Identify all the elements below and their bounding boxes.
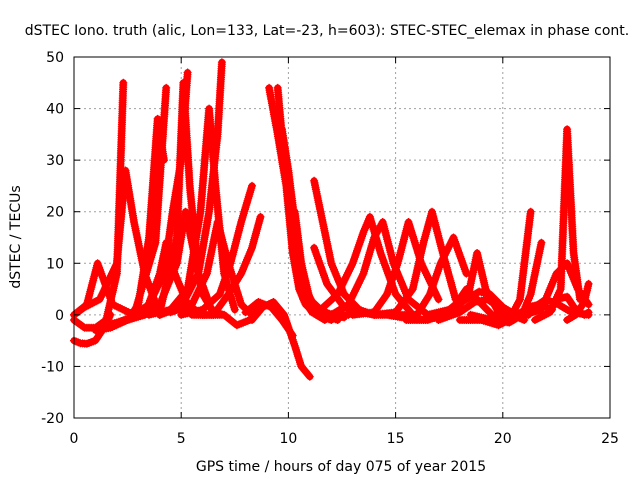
y-tick-label: 40 — [46, 102, 64, 118]
x-axis-label: GPS time / hours of day 075 of year 2015 — [196, 459, 486, 475]
y-tick-label: 50 — [46, 50, 64, 66]
plot-frame — [73, 56, 611, 419]
data-series — [531, 125, 584, 324]
y-tick-label: 0 — [55, 308, 64, 324]
data-series — [316, 212, 417, 319]
data-series — [166, 218, 256, 319]
series-markers — [155, 58, 226, 319]
x-tick-label: 15 — [387, 431, 405, 447]
data-series — [391, 233, 471, 319]
series-markers — [123, 68, 192, 324]
y-axis-label: dSTEC / TECUs — [8, 185, 24, 288]
x-tick-label: 5 — [177, 431, 186, 447]
data-series — [563, 279, 593, 324]
x-tick-label: 0 — [70, 431, 79, 447]
series-markers — [177, 181, 256, 319]
y-tick-label: 20 — [46, 205, 64, 221]
axis-ticks: 0 5 10 15 20 25 -20 -10 0 10 20 30 40 50 — [41, 50, 619, 447]
data-series — [177, 181, 256, 319]
series-layer — [70, 58, 593, 381]
chart-title: dSTEC Iono. truth (alic, Lon=133, Lat=-2… — [25, 23, 629, 39]
y-tick-label: 10 — [46, 256, 64, 272]
series-markers — [241, 298, 297, 340]
series-markers — [316, 212, 417, 319]
data-series — [123, 68, 192, 324]
series-markers — [531, 125, 584, 324]
x-tick-label: 10 — [279, 431, 297, 447]
series-markers — [166, 218, 256, 319]
series-markers — [563, 279, 593, 324]
x-tick-label: 25 — [601, 431, 619, 447]
y-tick-label: -10 — [41, 359, 64, 375]
y-tick-label: -20 — [41, 411, 64, 427]
data-series — [241, 298, 297, 340]
series-markers — [391, 233, 471, 319]
x-tick-label: 20 — [494, 431, 512, 447]
y-tick-label: 30 — [46, 153, 64, 169]
series-markers — [327, 218, 432, 319]
